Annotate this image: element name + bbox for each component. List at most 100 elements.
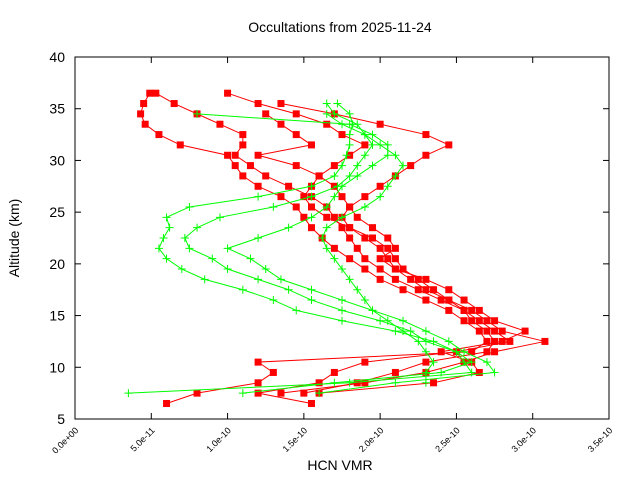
- data-point: [491, 337, 499, 345]
- data-point: [338, 120, 346, 129]
- data-point: [346, 203, 354, 211]
- y-tick-label: 15: [49, 308, 65, 324]
- data-point: [338, 306, 346, 315]
- data-point: [141, 120, 149, 128]
- data-point: [345, 130, 354, 139]
- data-point: [124, 389, 133, 398]
- data-point: [338, 193, 346, 201]
- data-point: [307, 296, 316, 305]
- data-point: [360, 296, 369, 305]
- data-point: [276, 275, 285, 284]
- data-point: [330, 378, 339, 387]
- x-tick-label: 2.0e-10: [357, 425, 386, 454]
- chart-title: Occultations from 2025-11-24: [248, 19, 432, 35]
- data-point: [223, 244, 232, 253]
- data-point: [376, 275, 384, 283]
- data-point: [292, 306, 301, 315]
- data-point: [338, 182, 346, 191]
- data-point: [391, 171, 400, 180]
- data-point: [254, 389, 262, 397]
- data-point: [391, 327, 400, 336]
- profile-line: [197, 113, 496, 394]
- data-point: [345, 140, 354, 149]
- data-point: [345, 171, 354, 180]
- data-point: [338, 131, 346, 139]
- data-point: [180, 234, 189, 242]
- data-point: [430, 286, 438, 294]
- data-point: [391, 275, 399, 283]
- profile-line: [257, 113, 527, 394]
- data-point: [475, 327, 483, 335]
- data-point: [154, 244, 163, 253]
- data-point: [330, 109, 339, 118]
- data-point: [254, 151, 262, 159]
- data-point: [262, 110, 270, 118]
- data-point: [391, 368, 399, 376]
- data-point: [261, 265, 270, 274]
- data-point: [483, 317, 491, 325]
- data-point: [254, 192, 263, 201]
- data-point: [162, 213, 171, 222]
- data-point: [315, 379, 323, 387]
- data-point: [254, 379, 262, 387]
- data-point: [277, 120, 285, 128]
- data-point: [292, 131, 300, 139]
- data-point: [429, 358, 438, 367]
- data-point: [422, 275, 430, 283]
- data-point: [277, 389, 285, 397]
- data-point: [369, 224, 377, 232]
- data-point: [391, 255, 399, 263]
- data-point: [353, 213, 361, 221]
- data-point: [361, 255, 369, 263]
- data-point: [422, 286, 430, 294]
- data-point: [437, 296, 445, 304]
- series-1: [124, 99, 499, 398]
- data-point: [323, 120, 331, 128]
- data-point: [353, 244, 361, 252]
- data-point: [246, 162, 254, 170]
- data-point: [353, 379, 361, 387]
- data-point: [421, 337, 430, 346]
- data-point: [254, 275, 263, 284]
- data-point: [307, 182, 316, 191]
- profile-line: [227, 92, 496, 394]
- data-point: [399, 265, 407, 273]
- data-point: [353, 161, 362, 170]
- data-point: [170, 100, 178, 108]
- data-point: [475, 317, 483, 325]
- data-point: [376, 265, 384, 273]
- data-point: [345, 378, 354, 387]
- data-point: [254, 358, 262, 366]
- data-point: [368, 161, 377, 170]
- data-point: [165, 223, 174, 232]
- y-tick-label: 20: [49, 256, 65, 272]
- data-point: [238, 285, 247, 294]
- data-point: [345, 275, 354, 284]
- data-point: [467, 358, 476, 367]
- x-tick-label: 2.5e-10: [433, 425, 462, 454]
- data-point: [376, 140, 385, 149]
- data-point: [231, 162, 239, 170]
- x-tick-label: 1.5e-10: [281, 425, 310, 454]
- data-point: [323, 213, 331, 221]
- data-point: [399, 327, 408, 336]
- data-point: [152, 89, 160, 97]
- data-point: [338, 213, 346, 222]
- data-point: [345, 109, 354, 118]
- data-point: [322, 223, 331, 232]
- data-point: [342, 151, 351, 160]
- data-point: [468, 348, 476, 356]
- data-point: [224, 89, 232, 97]
- data-point: [360, 130, 369, 139]
- data-point: [369, 234, 377, 242]
- y-tick-label: 35: [49, 101, 65, 117]
- data-point: [384, 234, 392, 242]
- data-point: [421, 347, 430, 356]
- data-point: [163, 399, 171, 407]
- data-point: [140, 100, 148, 108]
- data-point: [162, 254, 171, 263]
- data-point: [361, 193, 369, 201]
- data-point: [239, 172, 247, 180]
- data-point: [239, 141, 247, 149]
- x-axis-label: HCN VMR: [307, 457, 372, 473]
